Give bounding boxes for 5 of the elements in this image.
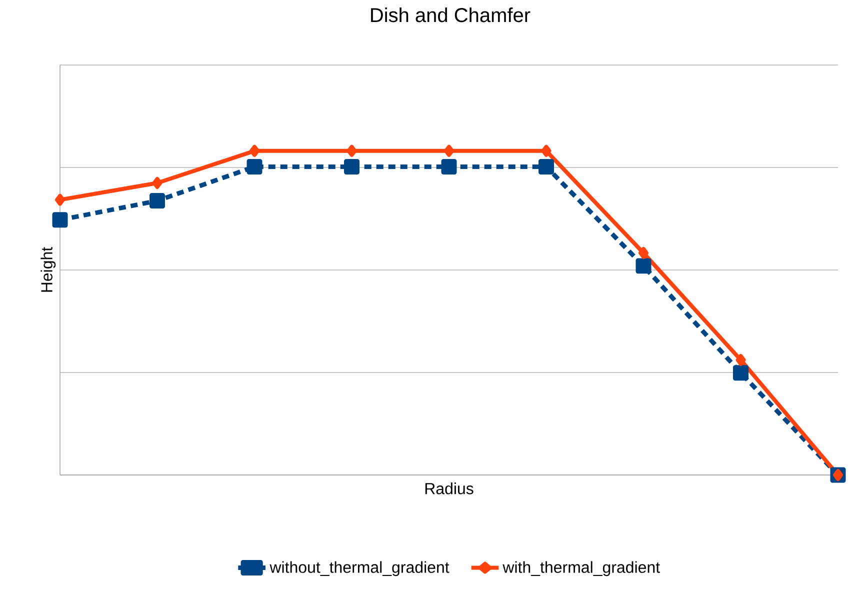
legend-label: with_thermal_gradient (502, 561, 660, 576)
y-axis-title: Height (40, 246, 56, 292)
chart-title: Dish and Chamfer (371, 8, 530, 22)
x-axis-title: Radius (425, 482, 474, 494)
legend-label: without_thermal_gradient (270, 561, 450, 576)
